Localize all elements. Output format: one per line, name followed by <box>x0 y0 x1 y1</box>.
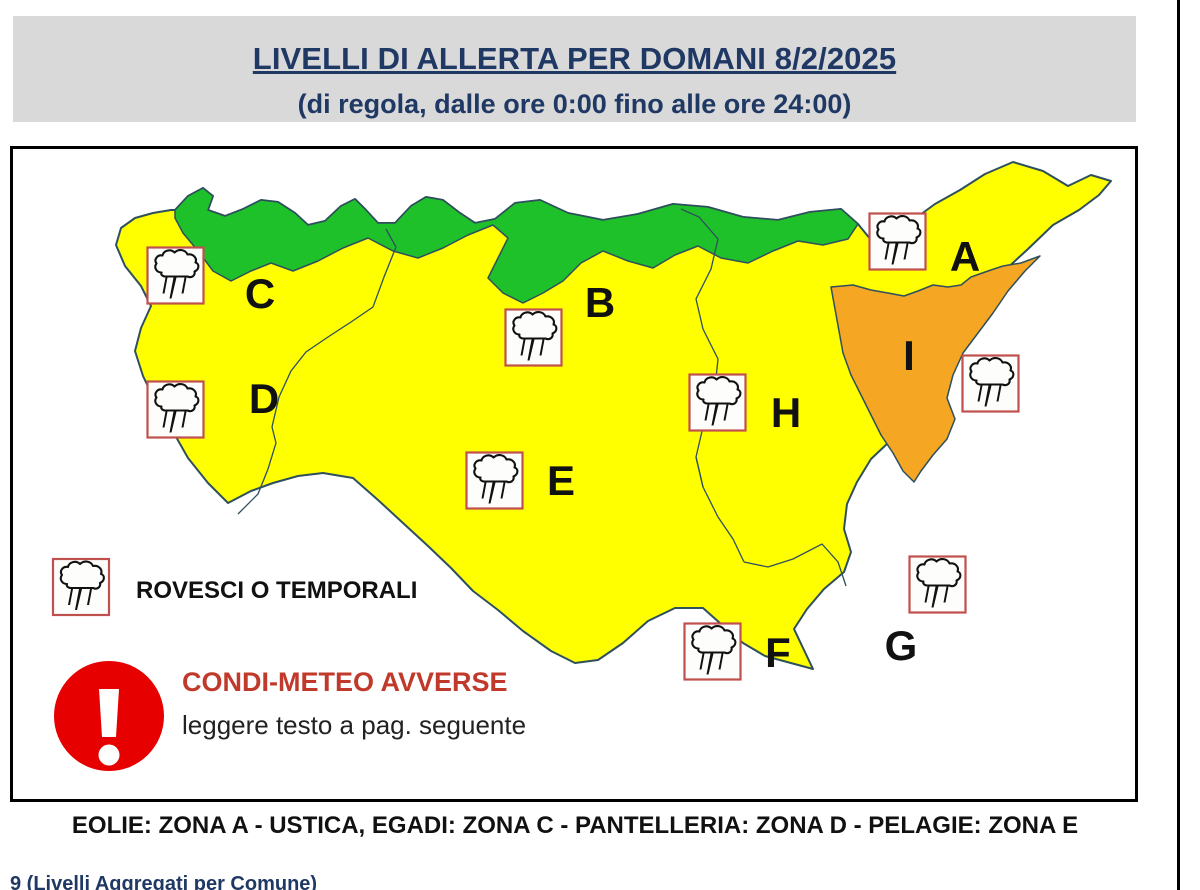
svg-text:B: B <box>585 279 615 326</box>
svg-text:D: D <box>249 375 279 422</box>
svg-text:E: E <box>547 457 575 504</box>
svg-text:G: G <box>885 622 918 669</box>
svg-text:C: C <box>245 270 275 317</box>
svg-text:CONDI-METEO AVVERSE: CONDI-METEO AVVERSE <box>182 667 508 697</box>
svg-text:F: F <box>765 629 791 676</box>
svg-text:A: A <box>950 233 980 280</box>
svg-text:leggere testo a pag. seguente: leggere testo a pag. seguente <box>182 710 526 740</box>
svg-text:H: H <box>771 389 801 436</box>
svg-text:ROVESCI O TEMPORALI: ROVESCI O TEMPORALI <box>136 577 417 604</box>
svg-text:I: I <box>903 332 915 379</box>
